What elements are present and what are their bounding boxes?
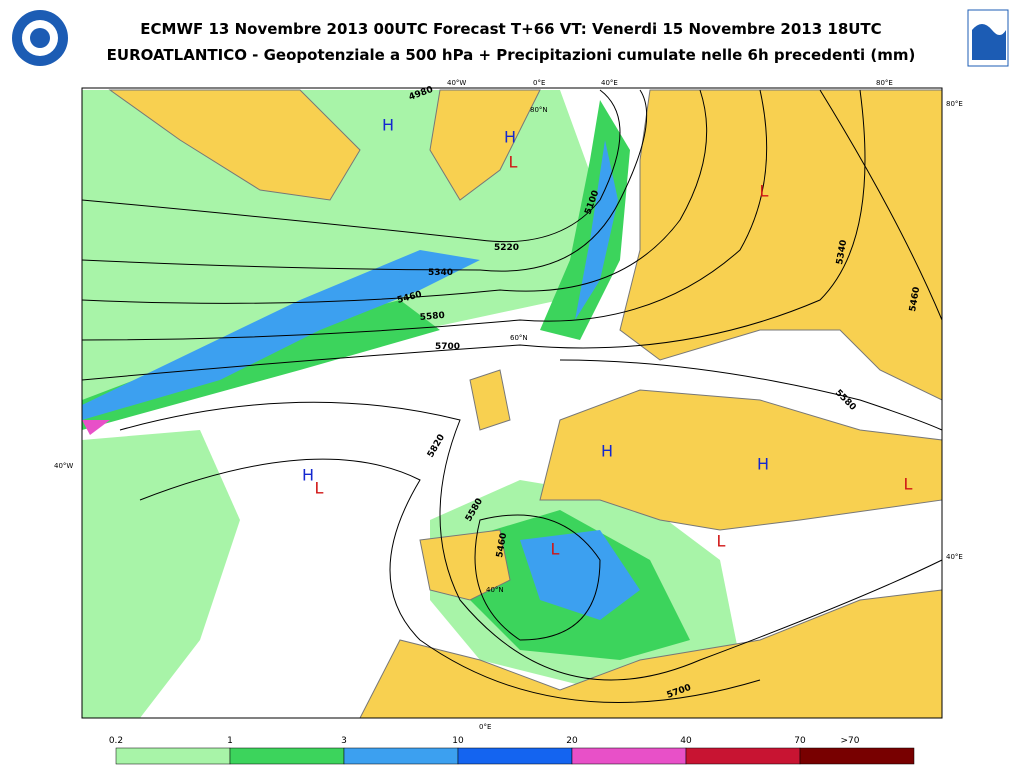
contour-label: 5580 (419, 311, 445, 323)
pressure-center: H (302, 466, 314, 485)
legend-swatch (571, 747, 687, 765)
legend-swatch (685, 747, 801, 765)
graticule-label: 60°N (510, 334, 528, 342)
legend-label: 0.2 (109, 736, 123, 746)
contours (81, 89, 943, 703)
logo-left (12, 10, 68, 66)
contour-label: 5460 (495, 532, 509, 558)
land (108, 89, 943, 719)
legend-label: 3 (341, 736, 347, 746)
subtitle: EUROATLANTICO - Geopotenziale a 500 hPa … (107, 46, 916, 64)
legend-label: 40 (680, 736, 692, 746)
pressure-center: H (757, 455, 769, 474)
pressure-center: L (315, 479, 324, 498)
pressure-center: L (551, 540, 560, 559)
pressure-center: L (904, 475, 913, 494)
legend-swatch (457, 747, 573, 765)
graticule-label: 40°E (946, 553, 963, 561)
pressure-center: L (760, 182, 769, 201)
pressure-center: H (601, 442, 613, 461)
legend-label: 20 (566, 736, 578, 746)
pressure-center: H (504, 128, 516, 147)
legend-swatch (229, 747, 345, 765)
graticule-label: 80°E (946, 100, 963, 108)
graticule-label: 0°E (479, 723, 491, 731)
legend-swatch (343, 747, 459, 765)
logo-right (967, 9, 1009, 67)
title: ECMWF 13 Novembre 2013 00UTC Forecast T+… (140, 20, 881, 38)
pressure-center: L (509, 153, 518, 172)
graticule-label: 40°W (54, 462, 73, 470)
graticule-label: 80°E (876, 79, 893, 87)
graticule-label: 40°W (447, 79, 466, 87)
contour-label: 5340 (835, 239, 849, 265)
pressure-center: H (382, 116, 394, 135)
legend-label: >70 (841, 736, 860, 746)
graticule-label: 0°E (533, 79, 545, 87)
graticule-label: 40°E (601, 79, 618, 87)
legend-swatch (799, 747, 915, 765)
legend-label: 10 (452, 736, 464, 746)
graticule-label: 80°N (530, 106, 548, 114)
graticule-label: 40°N (486, 586, 504, 594)
contour-label: 5460 (908, 286, 922, 312)
legend-swatch (115, 747, 231, 765)
legend-label: 70 (794, 736, 806, 746)
pressure-center: L (717, 532, 726, 551)
legend-label: 1 (227, 736, 233, 746)
contour-label: 5700 (435, 342, 460, 352)
map-frame (81, 87, 943, 719)
contour-label: 5340 (428, 268, 453, 278)
contour-label: 5220 (494, 243, 519, 253)
